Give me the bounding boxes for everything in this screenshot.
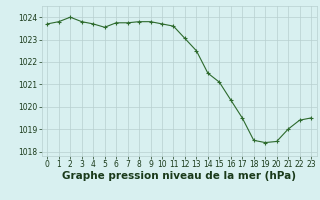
X-axis label: Graphe pression niveau de la mer (hPa): Graphe pression niveau de la mer (hPa): [62, 171, 296, 181]
